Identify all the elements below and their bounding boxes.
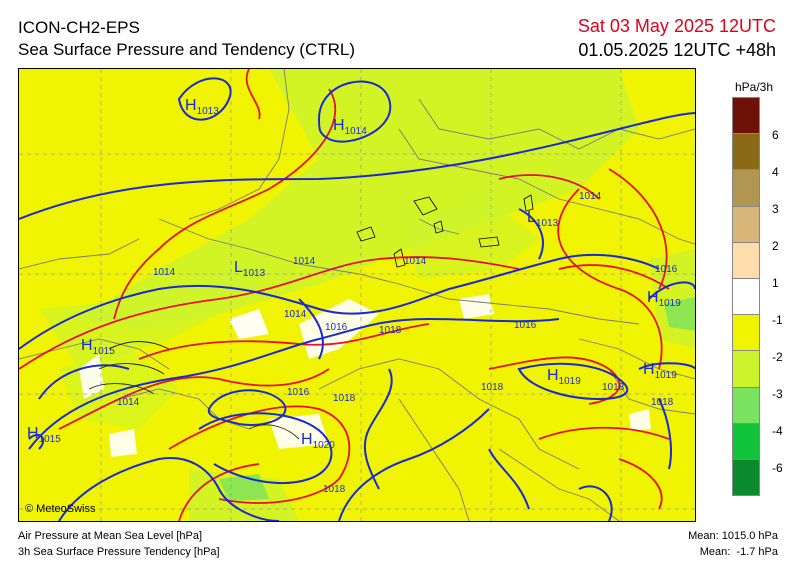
isobar-label: 1014 (579, 191, 602, 202)
legend-box (732, 350, 760, 388)
mean-tendency: Mean: -1.7 hPa (699, 546, 778, 558)
legend-label: -1 (772, 313, 783, 327)
legend-unit: hPa/3h (735, 80, 774, 94)
isobar-label: 1016 (287, 387, 310, 398)
isobar-label: 1016 (325, 322, 348, 333)
pressure-high-2: H1014 (333, 117, 367, 138)
legend-label: -6 (772, 461, 783, 475)
legend-label: 4 (772, 165, 779, 179)
footer-tendency-caption: 3h Sea Surface Pressure Tendency [hPa] (18, 546, 220, 558)
isobar-label: 1018 (651, 397, 674, 408)
legend-label: -2 (772, 350, 783, 364)
isobar-label: 1016 (514, 320, 537, 331)
pressure-low-2: L1013 (234, 259, 266, 280)
map-canvas (19, 69, 695, 521)
legend-box (732, 241, 760, 279)
legend-box (732, 133, 760, 171)
valid-time: Sat 03 May 2025 12UTC (577, 16, 776, 36)
legend-label: 1 (772, 276, 779, 290)
legend-label: -3 (772, 387, 783, 401)
pressure-high-7: H1019 (643, 361, 677, 382)
run-time: 01.05.2025 12UTC +48h (578, 40, 776, 60)
isobar-label: 1016 (655, 264, 678, 275)
product-title: Sea Surface Pressure and Tendency (CTRL) (18, 40, 356, 59)
secondary-lines (88, 341, 300, 440)
legend-label: -4 (772, 424, 783, 438)
isobar-label: 1018 (333, 393, 356, 404)
legend-box (732, 277, 760, 316)
pressure-high-4: H1015 (27, 425, 61, 446)
isobar-label: 1018 (481, 382, 504, 393)
pressure-high-1: H1013 (185, 97, 219, 118)
legend-box (732, 97, 760, 135)
isobar-label: 1014 (153, 267, 176, 278)
legend-box (732, 314, 760, 352)
pressure-high-8: H1020 (301, 431, 335, 452)
isobar-label: 1014 (117, 397, 140, 408)
isobar-label: 1014 (284, 309, 307, 320)
lakes (356, 194, 534, 268)
legend-box (732, 458, 760, 497)
pressure-map: H1013 H1014 L1013 L1013 H1015 H1015 H101… (18, 68, 696, 522)
pressure-low-1: L1013 (527, 209, 559, 230)
isobar-label: 1014 (293, 256, 316, 267)
legend-label: 2 (772, 239, 779, 253)
mean-pressure: Mean: 1015.0 hPa (688, 530, 778, 542)
model-title: ICON-CH2-EPS (18, 18, 140, 37)
legend-colorbar: 6 4 3 2 1 -1 -2 -3 -4 -6 (732, 97, 783, 497)
legend-box (732, 422, 760, 460)
isobar-label: 1018 (323, 484, 346, 495)
pressure-high-5: H1019 (647, 289, 681, 310)
isobar-label: 1014 (404, 256, 427, 267)
legend-box (732, 169, 760, 207)
pressure-high-6: H1019 (547, 367, 581, 388)
isobars (19, 77, 695, 521)
legend-label: 6 (772, 128, 779, 142)
country-borders (19, 69, 695, 521)
isobar-label: 1018 (379, 325, 402, 336)
legend-box (732, 386, 760, 424)
legend-label: 3 (772, 202, 779, 216)
isobar-label: 1018 (602, 382, 625, 393)
tendency-contours (19, 69, 670, 521)
pressure-high-3: H1015 (81, 337, 115, 358)
tendency-shading (39, 69, 695, 521)
legend-box (732, 205, 760, 243)
footer-pressure-caption: Air Pressure at Mean Sea Level [hPa] (18, 530, 203, 542)
copyright: © MeteoSwiss (25, 503, 96, 515)
